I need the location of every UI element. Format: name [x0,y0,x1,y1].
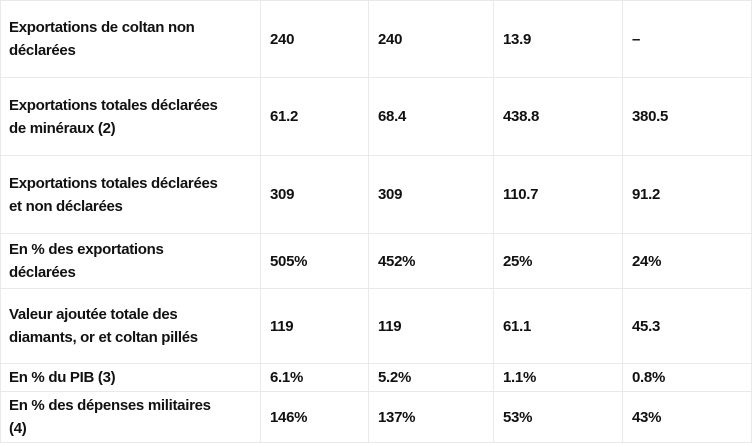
cell-value: 146% [260,391,369,443]
row-label: En % des dépenses militaires (4) [0,391,261,443]
row-label: Exportations totales déclarées de minéra… [0,77,261,156]
cell-value: 24% [622,233,752,289]
cell-value: 452% [368,233,494,289]
cell-value: 137% [368,391,494,443]
cell-value: 0.8% [622,363,752,392]
cell-value: 68.4 [368,77,494,156]
cell-value: 119 [260,288,369,364]
row-label: Exportations de coltan non déclarées [0,0,261,78]
row-label: Exportations totales déclarées et non dé… [0,155,261,234]
cell-value: 240 [368,0,494,78]
cell-value: 5.2% [368,363,494,392]
row-label: En % des exportations déclarées [0,233,261,289]
cell-value: 309 [368,155,494,234]
table-row: En % des dépenses militaires (4) 146% 13… [0,391,752,443]
cell-value: 43% [622,391,752,443]
cell-value: – [622,0,752,78]
table-row: En % du PIB (3) 6.1% 5.2% 1.1% 0.8% [0,363,752,392]
row-label: Valeur ajoutée totale des diamants, or e… [0,288,261,364]
cell-value: 309 [260,155,369,234]
cell-value: 25% [493,233,623,289]
table-row: Valeur ajoutée totale des diamants, or e… [0,288,752,364]
cell-value: 6.1% [260,363,369,392]
table-row: En % des exportations déclarées 505% 452… [0,233,752,289]
cell-value: 240 [260,0,369,78]
cell-value: 45.3 [622,288,752,364]
cell-value: 53% [493,391,623,443]
cell-value: 110.7 [493,155,623,234]
cell-value: 61.1 [493,288,623,364]
cell-value: 61.2 [260,77,369,156]
table-row: Exportations totales déclarées et non dé… [0,155,752,234]
cell-value: 13.9 [493,0,623,78]
cell-value: 119 [368,288,494,364]
cell-value: 438.8 [493,77,623,156]
table-row: Exportations totales déclarées de minéra… [0,77,752,156]
row-label: En % du PIB (3) [0,363,261,392]
cell-value: 1.1% [493,363,623,392]
cell-value: 380.5 [622,77,752,156]
table-row: Exportations de coltan non déclarées 240… [0,0,752,78]
cell-value: 91.2 [622,155,752,234]
cell-value: 505% [260,233,369,289]
